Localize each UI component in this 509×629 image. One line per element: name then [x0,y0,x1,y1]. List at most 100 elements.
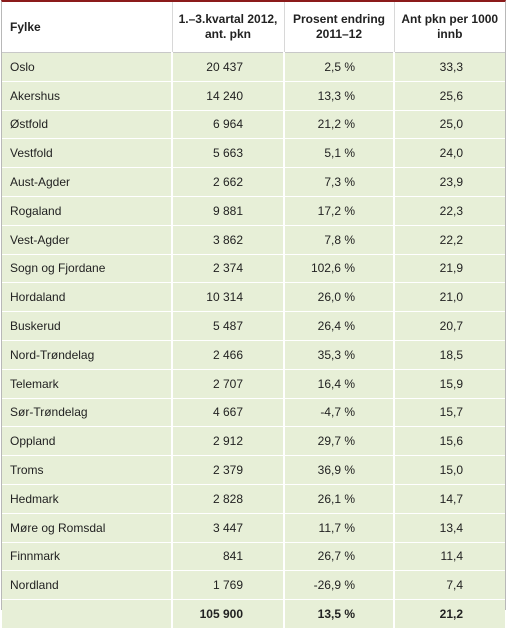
value-cell: 21,0 [394,282,505,313]
table-row: Nord-Trøndelag 2 466 35,3 % 18,5 [2,340,505,370]
value-cell: 16,4 % [284,369,395,399]
table-row: Oslo 20 437 2,5 % 33,3 [2,52,505,82]
total-row: 105 900 13,5 % 21,2 [2,599,505,629]
table-row: Vestfold 5 663 5,1 % 24,0 [2,138,505,169]
value-cell: 14 240 [172,81,285,111]
table-row: Oppland 2 912 29,7 % 15,6 [2,426,505,457]
county-cell: Sogn og Fjordane [2,254,173,284]
table-row: Sør-Trøndelag 4 667 -4,7 % 15,7 [2,398,505,428]
header-row: Fylke 1.–3.kvartal 2012, ant. pkn Prosent … [2,2,505,53]
value-cell: 20 437 [172,52,285,82]
value-cell: 2 662 [172,167,285,197]
value-cell: 5 487 [172,311,285,341]
value-cell: 35,3 % [284,340,395,370]
value-cell: 3 447 [172,513,285,543]
county-cell: Vestfold [2,138,173,169]
table-row: Nordland 1 769 -26,9 % 7,4 [2,570,505,601]
table-row: Møre og Romsdal 3 447 11,7 % 13,4 [2,513,505,543]
value-cell: 26,7 % [284,542,395,572]
value-cell: 15,6 [394,426,505,457]
value-cell: 2 707 [172,369,285,399]
value-cell: 10 314 [172,282,285,313]
table-row: Hordaland 10 314 26,0 % 21,0 [2,282,505,313]
county-cell: Finnmark [2,542,173,572]
county-cell: Nordland [2,570,173,601]
value-cell: 25,0 [394,110,505,140]
value-cell: 13,4 [394,513,505,543]
total-cell: 13,5 % [284,599,395,629]
value-cell: 1 769 [172,570,285,601]
value-cell: 2 912 [172,426,285,457]
county-cell: Hedmark [2,484,173,514]
table-row: Østfold 6 964 21,2 % 25,0 [2,110,505,140]
value-cell: 22,2 [394,225,505,255]
value-cell: 29,7 % [284,426,395,457]
table-row: Sogn og Fjordane 2 374 102,6 % 21,9 [2,254,505,284]
header-cell: Fylke [2,2,173,53]
value-cell: 18,5 [394,340,505,370]
header-cell: Prosent endring 2011–12 [284,2,395,53]
county-cell: Buskerud [2,311,173,341]
county-cell: Aust-Agder [2,167,173,197]
empty-cell [2,599,173,629]
value-cell: -26,9 % [284,570,395,601]
table-row: Rogaland 9 881 17,2 % 22,3 [2,196,505,226]
county-cell: Sør-Trøndelag [2,398,173,428]
header-cell: 1.–3.kvartal 2012, ant. pkn [172,2,285,53]
value-cell: 3 862 [172,225,285,255]
value-cell: 23,9 [394,167,505,197]
county-cell: Vest-Agder [2,225,173,255]
table-row: Finnmark 841 26,7 % 11,4 [2,542,505,572]
value-cell: 5 663 [172,138,285,169]
county-cell: Oslo [2,52,173,82]
value-cell: 21,2 % [284,110,395,140]
county-cell: Møre og Romsdal [2,513,173,543]
county-cell: Oppland [2,426,173,457]
value-cell: 11,4 [394,542,505,572]
value-cell: 17,2 % [284,196,395,226]
header-cell: Ant pkn per 1000 innb [394,2,505,53]
value-cell: 9 881 [172,196,285,226]
value-cell: 20,7 [394,311,505,341]
value-cell: 2 379 [172,455,285,485]
county-cell: Troms [2,455,173,485]
county-cell: Nord-Trøndelag [2,340,173,370]
table-row: Telemark 2 707 16,4 % 15,9 [2,369,505,399]
value-cell: 22,3 [394,196,505,226]
value-cell: 33,3 [394,52,505,82]
table-row: Buskerud 5 487 26,4 % 20,7 [2,311,505,341]
county-cell: Telemark [2,369,173,399]
value-cell: 2,5 % [284,52,395,82]
value-cell: -4,7 % [284,398,395,428]
value-cell: 2 466 [172,340,285,370]
total-cell: 105 900 [172,599,285,629]
value-cell: 2 374 [172,254,285,284]
value-cell: 21,9 [394,254,505,284]
value-cell: 11,7 % [284,513,395,543]
table-row: Hedmark 2 828 26,1 % 14,7 [2,484,505,514]
value-cell: 7,3 % [284,167,395,197]
value-cell: 24,0 [394,138,505,169]
table-row: Troms 2 379 36,9 % 15,0 [2,455,505,485]
value-cell: 26,1 % [284,484,395,514]
county-cell: Akershus [2,81,173,111]
value-cell: 4 667 [172,398,285,428]
value-cell: 26,0 % [284,282,395,313]
table-row: Aust-Agder 2 662 7,3 % 23,9 [2,167,505,197]
value-cell: 14,7 [394,484,505,514]
value-cell: 841 [172,542,285,572]
value-cell: 6 964 [172,110,285,140]
value-cell: 26,4 % [284,311,395,341]
value-cell: 102,6 % [284,254,395,284]
value-cell: 13,3 % [284,81,395,111]
table-row: Akershus 14 240 13,3 % 25,6 [2,81,505,111]
value-cell: 36,9 % [284,455,395,485]
value-cell: 5,1 % [284,138,395,169]
table-body: Oslo 20 437 2,5 % 33,3 Akershus 14 240 13,3 % 2… [2,52,505,629]
value-cell: 15,0 [394,455,505,485]
county-cell: Hordaland [2,282,173,313]
value-cell: 7,4 [394,570,505,601]
